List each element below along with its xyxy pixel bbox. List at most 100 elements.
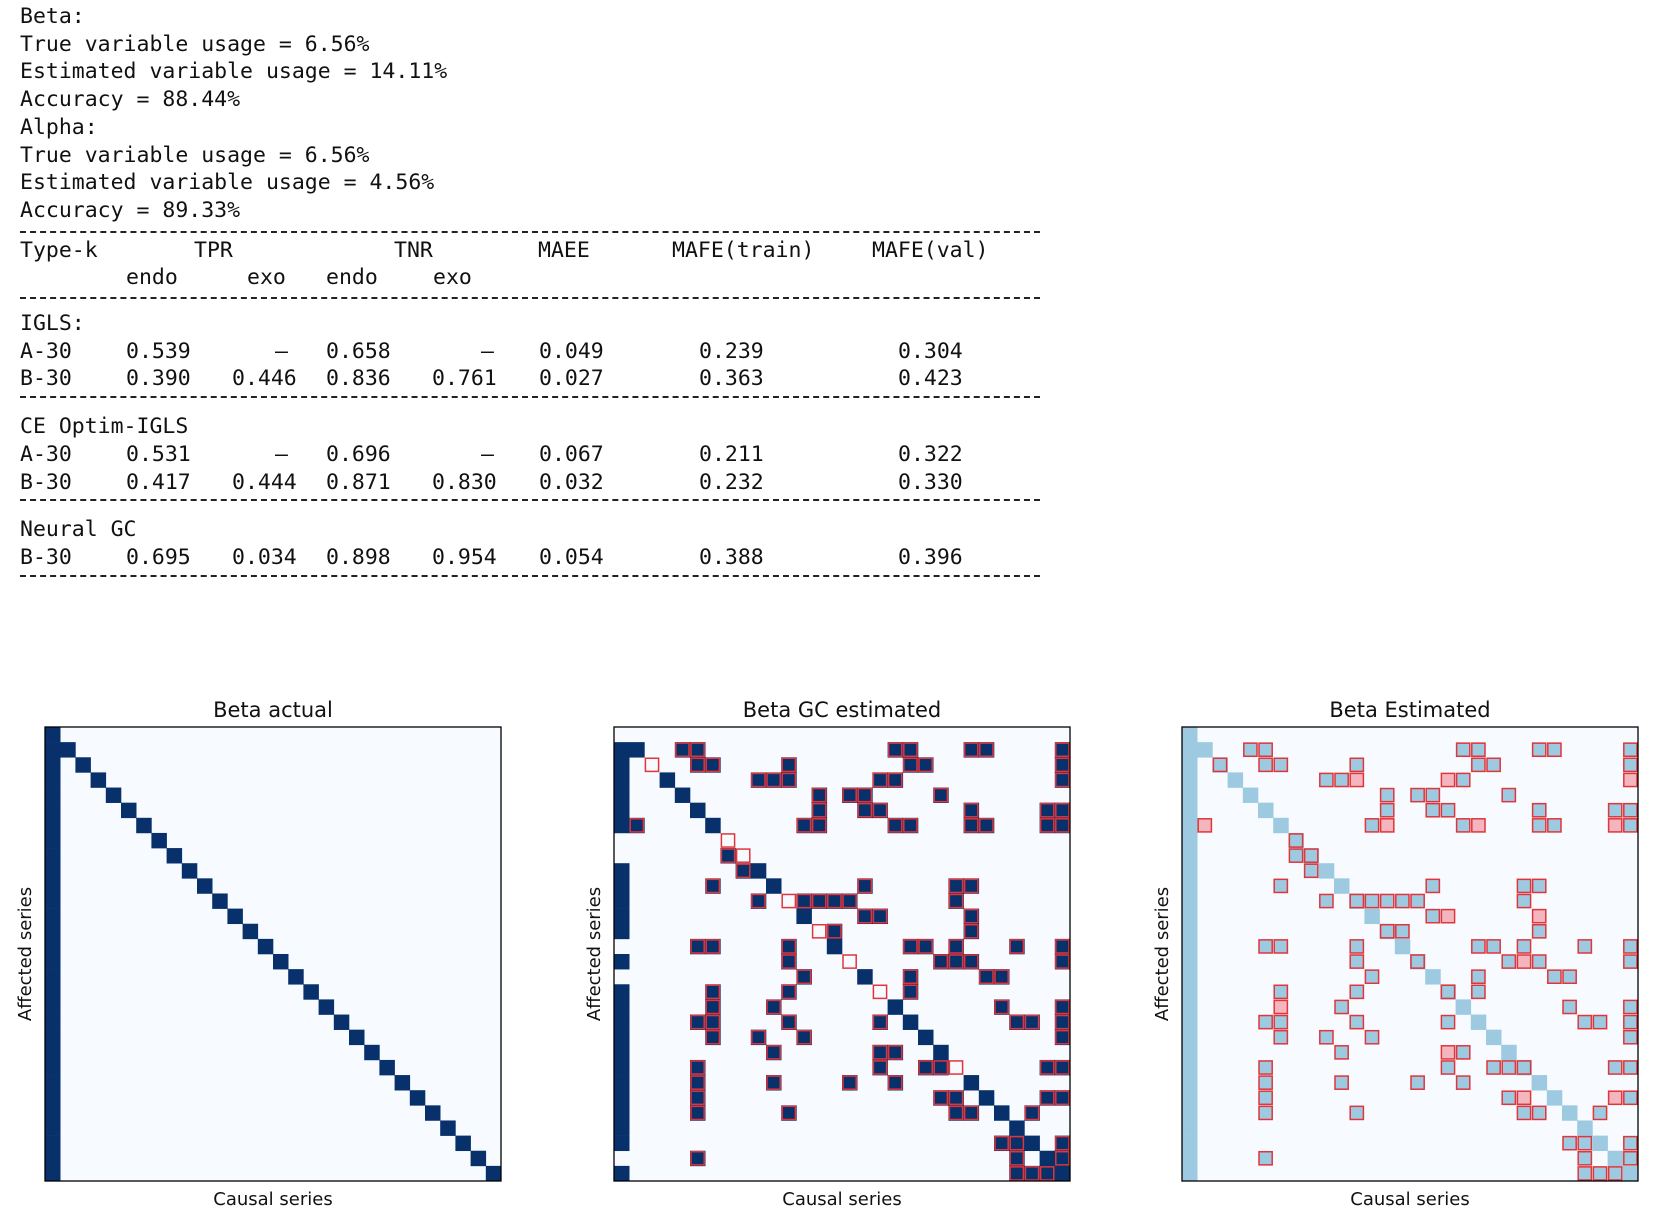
console-line: Estimated variable usage = 14.11% [20,59,448,85]
heatmap-outline [796,1029,812,1045]
heatmap-outline [887,1075,903,1090]
heatmap-outline [781,772,797,788]
heatmap-cell [1054,802,1071,819]
heatmap-cell [45,742,61,758]
heatmap-outline [1440,984,1456,1000]
table-cell: 0.658 [326,338,391,364]
heatmap-cell [781,772,797,788]
heatmap-cell [166,848,183,864]
table-cell: 0.871 [326,469,391,495]
heatmap-outline [963,923,979,939]
heatmap-outline [1055,1029,1070,1045]
heatmap-cell [394,1075,411,1091]
heatmap-cell [45,787,61,803]
console-line: True variable usage = 6.56% [20,31,370,57]
heatmap-outline [1039,802,1055,818]
heatmap-cell [872,1059,888,1076]
heatmap-outline [1486,1060,1501,1075]
heatmap-cell [614,1014,630,1030]
heatmap-cell [1182,802,1198,819]
heatmap-outline [1623,1090,1638,1106]
heatmap-cell [796,893,812,909]
heatmap-cell [963,802,980,819]
heatmap-outline [1547,742,1562,758]
heatmap-cell [1054,817,1071,834]
table-cell: – [275,338,288,364]
heatmap-outline [1531,923,1547,939]
heatmap-outline [1531,954,1547,969]
heatmap-outline [735,848,751,863]
table-cell: 0.531 [126,441,191,467]
heatmap-outline [811,923,827,939]
heatmap-cell [1024,1105,1040,1121]
heatmap-outline [766,999,781,1015]
heatmap-cell [45,999,61,1015]
heatmap-cell [933,954,949,970]
console-line: True variable usage = 6.56% [20,142,370,168]
table-header: MAFE(train) [672,237,815,263]
heatmap-outline [629,818,645,833]
heatmap-cell [45,772,61,788]
heatmap-outline [1212,757,1228,773]
heatmap-cell [796,1029,812,1046]
heatmap-outline [1349,1014,1365,1030]
heatmap-cell [1197,742,1213,758]
heatmap-outline [1009,1135,1025,1151]
heatmap-outline [1009,939,1025,954]
heatmap-cell [614,908,630,925]
heatmap-outline [1288,833,1304,848]
heatmap-outline [1258,939,1273,954]
heatmap-outline [1303,863,1319,879]
heatmap-outline [1055,1060,1070,1075]
heatmap-outline [887,742,903,758]
heatmap-cell [1182,999,1198,1015]
heatmap-outline [842,954,857,969]
heatmap-outline [1258,1150,1273,1166]
heatmap-cell [1054,1029,1071,1046]
heatmap-outline [1055,1150,1070,1166]
heatmap-cell [963,1105,980,1121]
heatmap-outline [705,1029,721,1045]
heatmap-outline [1055,772,1070,788]
heatmap-cell [1039,1090,1056,1106]
heatmap-cell [1607,1150,1624,1167]
heatmap-cell [1592,1135,1608,1152]
heatmap-outline [1471,939,1486,954]
heatmap-background [1182,727,1638,1181]
table-header: MAEE [538,237,590,263]
heatmap-cell [45,832,61,849]
heatmap-outline [781,757,797,773]
heatmap-cell [45,1165,61,1182]
heatmap-outline [1516,878,1532,894]
heatmap-outline [1516,1090,1532,1106]
heatmap-outline [1623,818,1638,833]
heatmap-outline [1562,969,1577,985]
heatmap-outline [903,984,918,1000]
heatmap-outline [1471,969,1486,985]
heatmap-cell [948,893,964,909]
heatmap-cell [750,772,767,788]
heatmap-cell [811,802,828,819]
heatmap-cell [1182,969,1198,985]
heatmap-cell [857,969,873,985]
heatmap-outline [1055,802,1070,818]
heatmap-outline [781,1105,797,1121]
heatmap-outline [1455,1045,1471,1060]
heatmap-outline [948,1060,964,1075]
heatmap-outline [1516,939,1532,954]
heatmap-cell [303,984,319,1000]
heatmap-outline [811,802,827,818]
heatmap-outline [842,787,857,803]
heatmap-outline [1531,1105,1547,1121]
heatmap-outline [796,818,812,833]
heatmap-cell [887,999,904,1015]
heatmap-outline [705,1014,721,1030]
heatmap-cell [1516,1059,1532,1076]
heatmap-outline [1273,984,1289,1000]
heatmap-outline [1455,818,1471,833]
heatmap-cell [1054,772,1071,788]
heatmap-cell [705,878,721,894]
divider [20,396,1040,399]
heatmap-cell [212,893,228,909]
heatmap-cell [857,908,873,925]
